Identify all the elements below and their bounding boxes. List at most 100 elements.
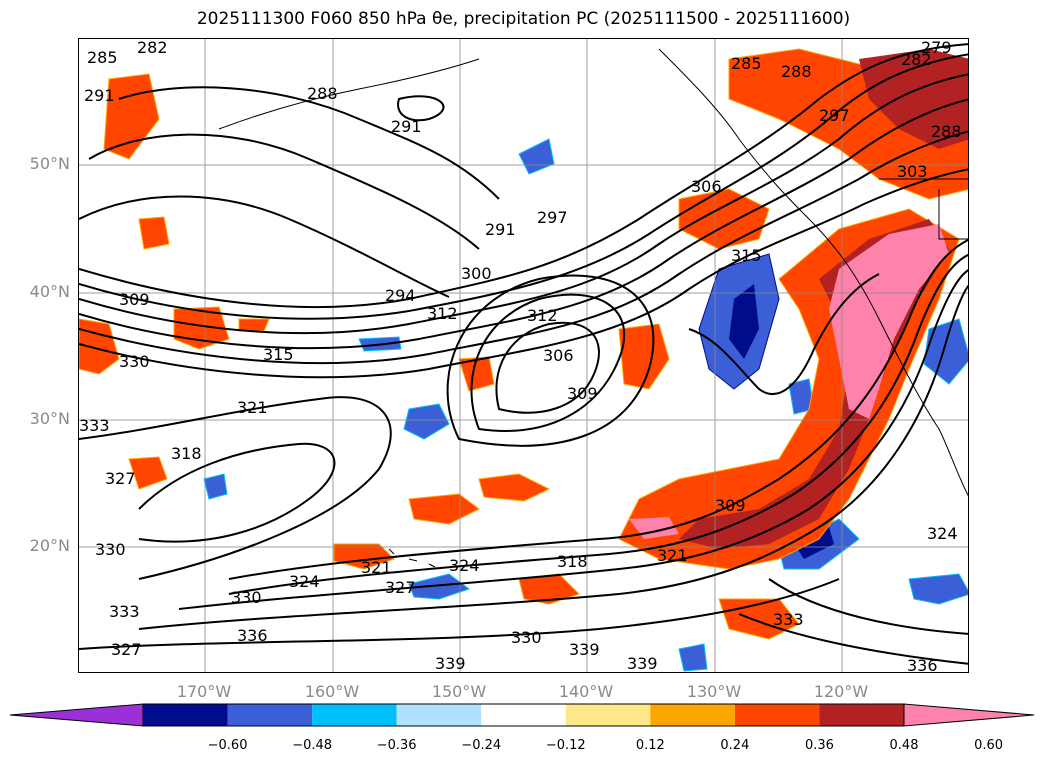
contour-label: 312 [527, 306, 558, 325]
contour-label: 300 [461, 264, 492, 283]
contour-line [446, 274, 655, 447]
theta-e-contours [79, 43, 968, 665]
contour-label: 324 [449, 556, 480, 575]
lon-label-130w: 130°W [686, 682, 742, 701]
contour-label: 318 [557, 552, 588, 571]
contour-label: 330 [231, 588, 262, 607]
contour-label: 318 [171, 444, 202, 463]
contour-label: 333 [79, 416, 110, 435]
contour-label: 339 [569, 640, 600, 659]
precip-patch [238, 318, 270, 332]
lat-label-30n: 30°N [29, 409, 70, 428]
colorbar-boxes [142, 703, 905, 727]
contour-label: 336 [907, 656, 938, 673]
colorbar [10, 703, 1035, 727]
coastline [879, 178, 968, 240]
lon-label-150w: 150°W [431, 682, 487, 701]
contour-line [79, 195, 450, 298]
colorbar-tick-label: −0.60 [207, 738, 248, 753]
contour-label: 306 [543, 346, 574, 365]
contour-line [138, 284, 968, 630]
contour-label: 336 [237, 626, 268, 645]
contour-line [228, 238, 968, 580]
coastline [388, 548, 436, 568]
precip-patch [518, 138, 555, 175]
lon-label-140w: 140°W [558, 682, 614, 701]
precip-patch [79, 318, 120, 375]
contour-label: 330 [119, 352, 150, 371]
lat-label-20n: 20°N [29, 536, 70, 555]
contour-label: 297 [537, 208, 568, 227]
contour-line [228, 253, 968, 595]
contour-label: 324 [289, 572, 320, 591]
contour-label: 321 [361, 558, 392, 577]
colorbar-tick-label: −0.48 [292, 738, 333, 753]
contour-label: 288 [307, 84, 338, 103]
contour-labels: 282 285 291 288 291 285 288 279 282 288 … [79, 39, 962, 673]
colorbar-box [734, 704, 820, 726]
precip-patch [729, 284, 759, 359]
contour-line [768, 578, 968, 635]
colorbar-tick-label: −0.12 [545, 738, 586, 753]
contour-line [79, 53, 968, 320]
contour-label: 333 [773, 610, 804, 629]
contour-line [738, 613, 968, 665]
map-title: 2025111300 F060 850 hPa θe, precipitatio… [196, 9, 851, 29]
grid-lines [79, 39, 968, 672]
precip-patch [478, 473, 551, 502]
contour-label: 321 [657, 546, 688, 565]
lon-label-170w: 170°W [176, 682, 232, 701]
precip-patch [458, 356, 495, 392]
contour-label: 330 [95, 540, 126, 559]
colorbar-box [227, 704, 313, 726]
contour-line [495, 321, 600, 414]
coastline [658, 48, 968, 497]
contour-line [79, 73, 968, 335]
map-panel: 282 285 291 288 291 285 288 279 282 288 … [78, 38, 969, 673]
precip-patch [618, 323, 670, 390]
precip-positive-shading [79, 48, 968, 640]
precip-patch [859, 49, 968, 149]
colorbar-tick-label: 0.60 [974, 738, 1004, 753]
contour-label: 327 [111, 640, 142, 659]
contour-label: 309 [567, 384, 598, 403]
contour-line [79, 168, 968, 379]
contour-line [178, 269, 968, 610]
colorbar-box [565, 704, 651, 726]
contour-label: 288 [931, 122, 962, 141]
contour-label: 327 [105, 469, 136, 488]
lat-label-50n: 50°N [29, 154, 70, 173]
contour-line [88, 133, 480, 250]
colorbar-tick-label: −0.24 [461, 738, 502, 753]
contour-label: 339 [435, 654, 466, 673]
precip-patch [908, 573, 968, 605]
contour-label: 309 [715, 496, 746, 515]
colorbar-box [143, 704, 228, 726]
contour-label: 285 [731, 54, 762, 73]
precip-patch [128, 456, 168, 490]
contour-label: 324 [927, 524, 958, 543]
colorbar-box [396, 704, 482, 726]
contour-line [397, 95, 445, 122]
contour-line [79, 43, 968, 309]
contour-line [79, 578, 840, 650]
colorbar-box [481, 704, 566, 726]
precip-patch [408, 573, 471, 600]
contour-line [118, 86, 500, 200]
lon-label-120w: 120°W [813, 682, 869, 701]
colorbar-box [650, 704, 735, 726]
contour-label: 291 [84, 86, 115, 105]
contour-line [138, 442, 336, 543]
precip-patch [138, 216, 170, 250]
contour-label: 327 [385, 578, 416, 597]
contour-line [470, 293, 626, 432]
precip-patch [678, 188, 770, 250]
contour-label: 303 [897, 162, 928, 181]
contour-label: 285 [87, 48, 118, 67]
contour-label: 339 [627, 654, 658, 673]
precip-patch [203, 473, 228, 500]
contour-label: 333 [109, 602, 140, 621]
contour-line [79, 396, 392, 580]
contour-label: 321 [237, 398, 268, 417]
contour-line [79, 130, 968, 365]
